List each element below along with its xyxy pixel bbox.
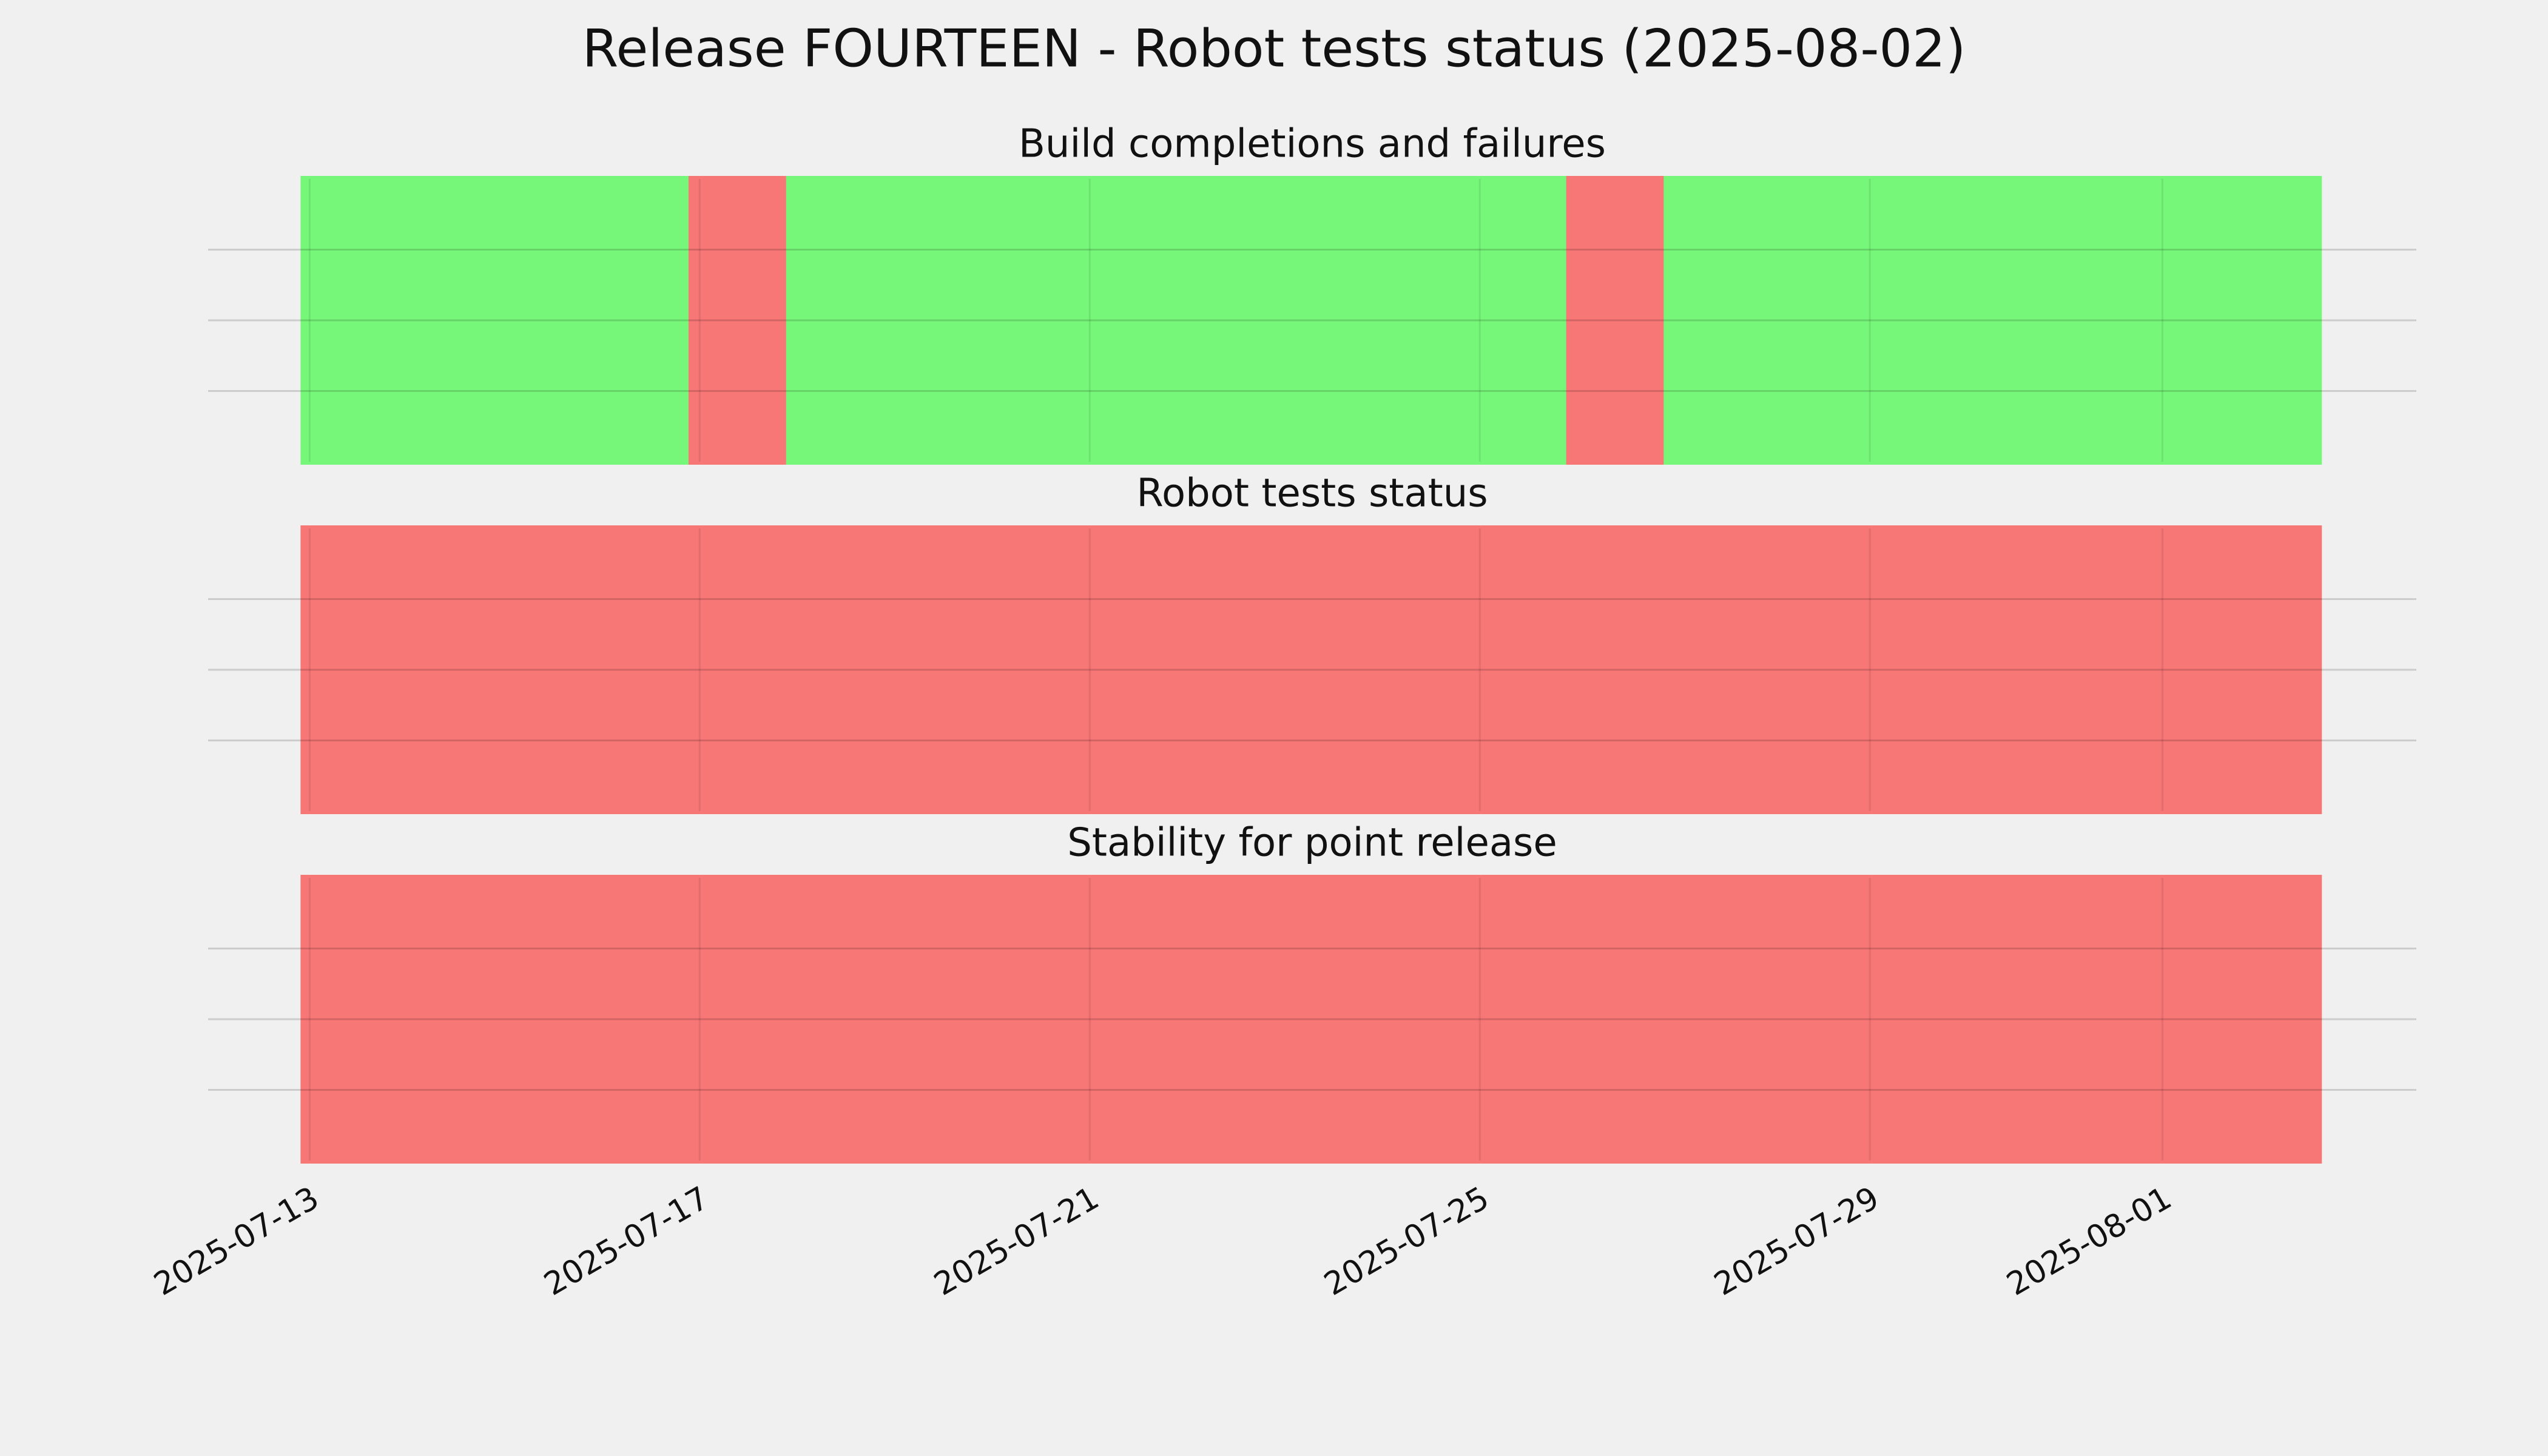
status-span	[1566, 176, 1670, 465]
status-span	[688, 176, 792, 465]
status-span	[1663, 176, 2322, 465]
panel-title: Robot tests status	[1136, 471, 1488, 516]
panel-title: Stability for point release	[1067, 821, 1557, 866]
panel-title: Build completions and failures	[1019, 122, 1606, 167]
status-span	[300, 875, 2322, 1164]
status-span	[786, 176, 1572, 465]
status-span	[300, 176, 695, 465]
status-span	[300, 525, 2322, 814]
chart-title: Release FOURTEEN - Robot tests status (2…	[582, 18, 1966, 79]
